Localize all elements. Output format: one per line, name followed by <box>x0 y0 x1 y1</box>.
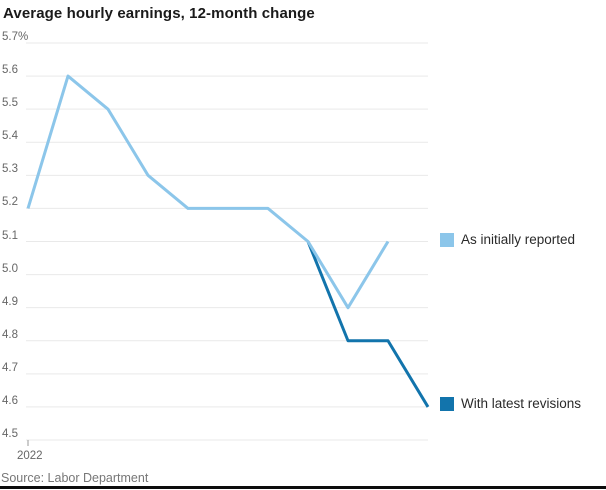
y-axis-tick-label: 4.9 <box>2 295 18 308</box>
y-axis-tick-label: 5.5 <box>2 97 18 110</box>
y-axis-tick-label: 5.4 <box>2 130 18 143</box>
y-axis-tick-label: 5.0 <box>2 262 18 275</box>
y-axis-tick-label: 4.8 <box>2 328 18 341</box>
legend-swatch-light-blue-icon <box>440 232 454 247</box>
legend-item-with-latest-revisions: With latest revisions <box>440 396 581 411</box>
y-axis-tick-label: 4.7 <box>2 361 18 374</box>
page-title: Average hourly earnings, 12-month change <box>3 5 315 22</box>
y-axis-tick-label: 5.7% <box>2 31 29 43</box>
series-line-as-initially-reported <box>26 74 390 310</box>
series-line-with-latest-revisions <box>306 240 430 408</box>
y-axis-tick-label: 4.6 <box>2 394 18 407</box>
legend-swatch-dark-blue-icon <box>440 396 454 411</box>
y-axis-tick-label: 5.1 <box>2 229 18 242</box>
legend-label: As initially reported <box>461 232 576 247</box>
bottom-border-rule <box>0 486 606 489</box>
y-axis-tick-label: 4.5 <box>2 428 18 440</box>
source-credit: Source: Labor Department <box>1 471 149 485</box>
y-axis-tick-label: 5.2 <box>2 196 18 209</box>
y-axis-tick-label: 5.3 <box>2 163 18 176</box>
y-axis-tick-label: 5.6 <box>2 64 18 77</box>
x-axis-tick-label: 2022 <box>17 450 43 462</box>
legend-item-as-initially-reported: As initially reported <box>440 232 575 247</box>
legend-label: With latest revisions <box>461 396 582 411</box>
line-chart-canvas <box>26 42 430 446</box>
